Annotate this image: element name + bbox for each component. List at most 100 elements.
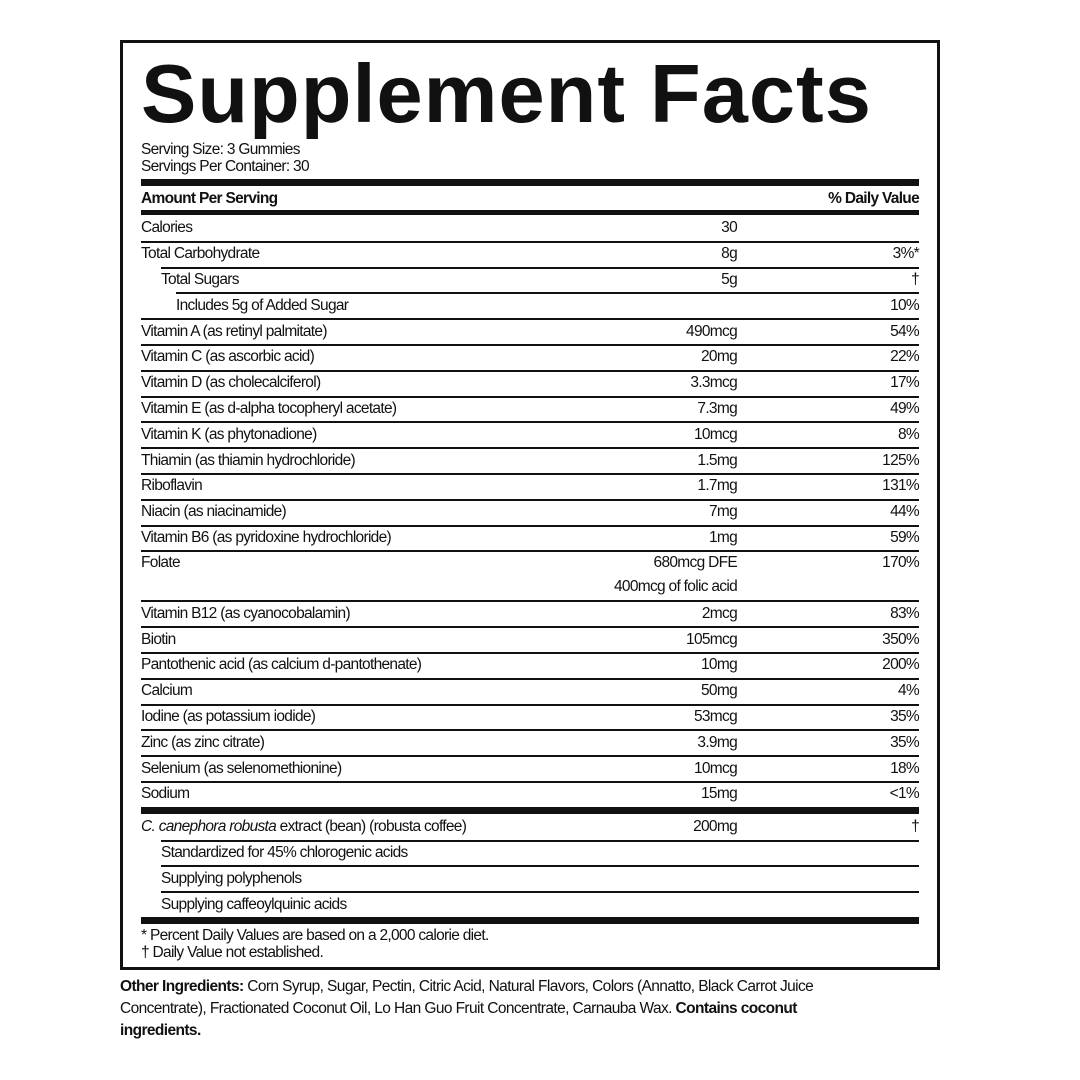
amount: 680mcg DFE [653,554,738,572]
amount: 15mg [701,785,738,803]
nutrient-name: Riboflavin [141,477,919,494]
daily-value: 3%* [892,245,920,263]
nutrient-label: Riboflavin [141,477,203,495]
nutrient-name: Pantothenic acid (as calcium d-pantothen… [141,656,919,673]
amount: 105mcg [686,630,738,648]
nutrient-label: Vitamin C (as ascorbic acid) [141,348,315,366]
table-row: Calcium 50mg 4% [141,677,920,704]
nutrient-name: Vitamin K (as phytonadione) [141,426,919,443]
amount: 5g [721,270,738,288]
table-row: Riboflavin 1.7mg 131% [141,472,920,499]
nutrient-name: Vitamin B12 (as cyanocobalamin) [141,605,919,622]
row-divider [141,447,919,450]
row-divider [141,626,919,629]
table-row: Total Sugars 5g † [141,266,920,293]
table-header: Amount Per Serving % Daily Value [141,186,920,210]
table-row: Standardized for 45% chlorogenic acids [141,839,919,866]
blend-rows: C. canephora robusta extract (bean) (rob… [141,814,920,917]
row-divider [141,318,919,321]
nutrient-name: Supplying caffeoylquinic acids [141,896,919,913]
divider-thick [141,210,919,215]
amount: 20mg [701,348,738,366]
row-divider [141,472,919,475]
daily-value: 18% [890,759,920,777]
nutrient-label: Vitamin K (as phytonadione) [141,425,317,443]
table-row: C. canephora robusta extract (bean) (rob… [141,814,920,840]
row-divider [141,498,919,501]
amount: 8g [721,245,738,263]
daily-value: 49% [890,399,920,417]
nutrient-name: C. canephora robusta extract (bean) (rob… [141,818,919,835]
nutrient-label: Biotin [141,630,176,648]
nutrient-name: Iodine (as potassium iodide) [141,708,919,725]
amount: 53mcg [693,707,738,725]
row-divider [141,550,919,553]
nutrient-name: Calcium [141,682,919,699]
servings-per-container: Servings Per Container: 30 [141,158,310,175]
nutrient-label: Iodine (as potassium iodide) [141,707,316,725]
nutrient-label: Thiamin (as thiamin hydrochloride) [141,451,356,469]
nutrient-name: Sodium [141,785,919,802]
amount: 10mg [701,656,738,674]
nutrient-label: Supplying polyphenols [161,869,302,887]
daily-value: 170% [882,554,920,572]
nutrient-label: Calories [141,219,193,237]
daily-value: 8% [897,425,920,443]
other-ingredients: Other Ingredients: Corn Syrup, Sugar, Pe… [120,976,820,1042]
daily-value: 83% [890,604,920,622]
daily-value: 125% [882,451,920,469]
table-row: Total Carbohydrate 8g 3%* [141,240,920,267]
table-row: Vitamin E (as d-alpha tocopheryl acetate… [141,395,920,422]
daily-value: 350% [882,630,920,648]
table-row: Niacin (as niacinamide) 7mg 44% [141,498,920,525]
nutrient-name: Vitamin B6 (as pyridoxine hydrochloride) [141,529,919,546]
amount: 1.7mg [697,477,737,495]
table-row: Vitamin D (as cholecalciferol) 3.3mcg 17% [141,369,920,396]
daily-value: 59% [890,528,920,546]
daily-value: 131% [882,477,920,495]
nutrient-name: Biotin [141,631,919,648]
nutrient-name: Vitamin A (as retinyl palmitate) [141,323,919,340]
amount: 7.3mg [697,399,737,417]
table-row: Supplying caffeoylquinic acids [141,891,919,917]
nutrient-name: Total Carbohydrate [141,245,919,262]
amount: 2mcg [701,604,738,622]
row-divider [176,292,919,295]
nutrient-name: Niacin (as niacinamide) [141,503,919,520]
amount: 10mcg [693,759,738,777]
nutrient-label: Total Carbohydrate [141,245,260,263]
table-row: Vitamin K (as phytonadione) 10mcg 8% [141,421,920,447]
daily-value: <1% [889,785,920,803]
row-divider [141,395,919,398]
nutrient-label: Pantothenic acid (as calcium d-pantothen… [141,656,422,674]
row-divider [161,891,919,894]
table-row: Sodium 15mg <1% [141,780,920,807]
row-divider [141,421,919,424]
amount: 1mg [708,528,738,546]
footnote-dv: * Percent Daily Values are based on a 2,… [141,926,489,944]
divider-thick [141,179,919,186]
nutrient-label: Vitamin B12 (as cyanocobalamin) [141,604,351,622]
row-divider [141,677,919,680]
nutrient-name: Folate [141,554,919,571]
row-divider [141,755,919,758]
amount: 200mg [693,818,738,836]
amount-detail: 400mcg of folic acid [614,578,738,596]
nutrient-name: Selenium (as selenomethionine) [141,760,919,777]
row-divider [141,343,919,346]
daily-value: 10% [890,296,920,314]
daily-value: 35% [890,707,920,725]
amount: 50mg [701,682,738,700]
daily-value: 200% [882,656,920,674]
botanical-name: C. canephora robusta [141,818,277,836]
daily-value: † [911,818,920,836]
nutrient-name: Thiamin (as thiamin hydrochloride) [141,452,919,469]
row-divider [141,369,919,372]
daily-value: 4% [897,682,920,700]
amount: 3.9mg [697,733,737,751]
row-divider [161,865,919,868]
nutrient-label: Standardized for 45% chlorogenic acids [161,843,408,861]
table-row: Zinc (as zinc citrate) 3.9mg 35% [141,729,920,755]
header-amount: Amount Per Serving [141,189,278,207]
divider-thick [141,806,919,814]
